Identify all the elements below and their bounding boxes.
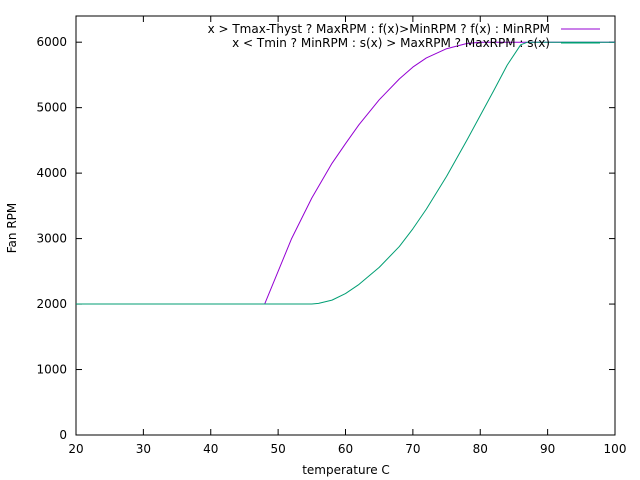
- plot-frame: [75, 15, 616, 436]
- x-tick-label: 50: [270, 442, 285, 456]
- x-tick-label: 30: [136, 442, 151, 456]
- x-tick-label: 100: [604, 442, 627, 456]
- x-tick-label: 20: [68, 442, 83, 456]
- y-tick-label: 5000: [36, 101, 67, 115]
- axis-ticks: 20 30 40 50 60 70 80 90 100010002000300040005000…: [36, 16, 626, 456]
- y-tick-label: 1000: [36, 363, 67, 377]
- x-tick-label: 80: [473, 442, 488, 456]
- y-tick-label: 2000: [36, 297, 67, 311]
- plot-border: [75, 15, 616, 436]
- x-axis-title: temperature C: [302, 463, 390, 477]
- series-line-2: [76, 41, 615, 305]
- x-tick-label: 40: [203, 442, 218, 456]
- y-tick-label: 0: [59, 428, 67, 442]
- y-tick-label: 6000: [36, 35, 67, 49]
- series-layer: [76, 41, 615, 305]
- legend-label-1: x > Tmax-Thyst ? MaxRPM : f(x)>MinRPM ? …: [208, 22, 550, 36]
- legend-label-2: x < Tmin ? MinRPM : s(x) > MaxRPM ? MaxR…: [232, 36, 550, 50]
- y-axis-title: Fan RPM: [5, 203, 19, 254]
- x-tick-label: 90: [540, 442, 555, 456]
- x-tick-label: 70: [405, 442, 420, 456]
- y-tick-label: 4000: [36, 166, 67, 180]
- series-line-1: [76, 41, 615, 305]
- x-tick-label: 60: [338, 442, 353, 456]
- y-tick-label: 3000: [36, 232, 67, 246]
- legend: x > Tmax-Thyst ? MaxRPM : f(x)>MinRPM ? …: [208, 22, 600, 50]
